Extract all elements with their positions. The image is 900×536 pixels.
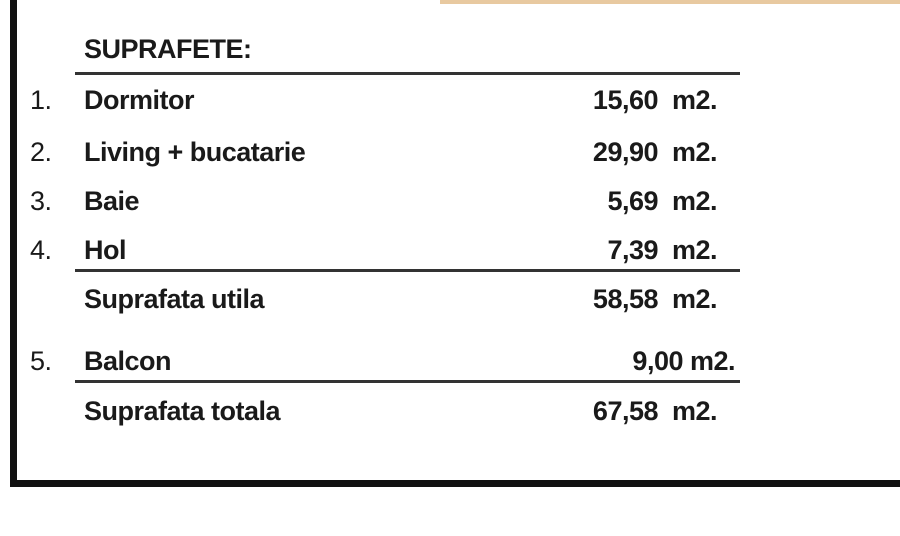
total-row: Suprafata totala 67,58 m2. (0, 393, 900, 429)
subtotal-label: Suprafata utila (84, 284, 265, 314)
top-accent-bar (440, 0, 900, 4)
total-rule (75, 380, 740, 383)
row-value: 7,39 (607, 235, 658, 265)
row-value: 5,69 (607, 186, 658, 216)
row-label: Living + bucatarie (84, 137, 306, 167)
row-index: 2. (30, 137, 52, 167)
row-unit: m2. (672, 235, 718, 265)
row-label: Hol (84, 235, 127, 265)
subtotal-rule (75, 269, 740, 272)
balcon-row: 5. Balcon 9,00 m2. (0, 343, 900, 379)
section-title: SUPRAFETE: (84, 34, 252, 64)
row-label: Baie (84, 186, 140, 216)
row-label: Dormitor (84, 85, 195, 115)
row-unit: m2. (672, 85, 718, 115)
row-unit: m2. (672, 186, 718, 216)
row-index: 5. (30, 346, 52, 376)
area-row: 3. Baie 5,69 m2. (0, 183, 900, 219)
frame-left-border (10, 0, 17, 487)
row-index: 1. (30, 85, 52, 115)
total-value: 67,58 (592, 396, 659, 426)
row-index: 4. (30, 235, 52, 265)
row-unit: m2. (672, 137, 718, 167)
total-unit: m2. (672, 396, 718, 426)
row-label: Balcon (84, 346, 172, 376)
area-row: 4. Hol 7,39 m2. (0, 232, 900, 268)
area-row: 2. Living + bucatarie 29,90 m2. (0, 134, 900, 170)
title-underline (75, 72, 740, 75)
row-value: 29,90 (592, 137, 659, 167)
subtotal-row: Suprafata utila 58,58 m2. (0, 281, 900, 317)
subtotal-unit: m2. (672, 284, 718, 314)
frame-bottom-border (10, 480, 900, 487)
row-value: 9,00 m2. (632, 346, 735, 376)
row-index: 3. (30, 186, 52, 216)
total-label: Suprafata totala (84, 396, 281, 426)
row-value: 15,60 (592, 85, 659, 115)
area-row: 1. Dormitor 15,60 m2. (0, 82, 900, 118)
subtotal-value: 58,58 (592, 284, 659, 314)
